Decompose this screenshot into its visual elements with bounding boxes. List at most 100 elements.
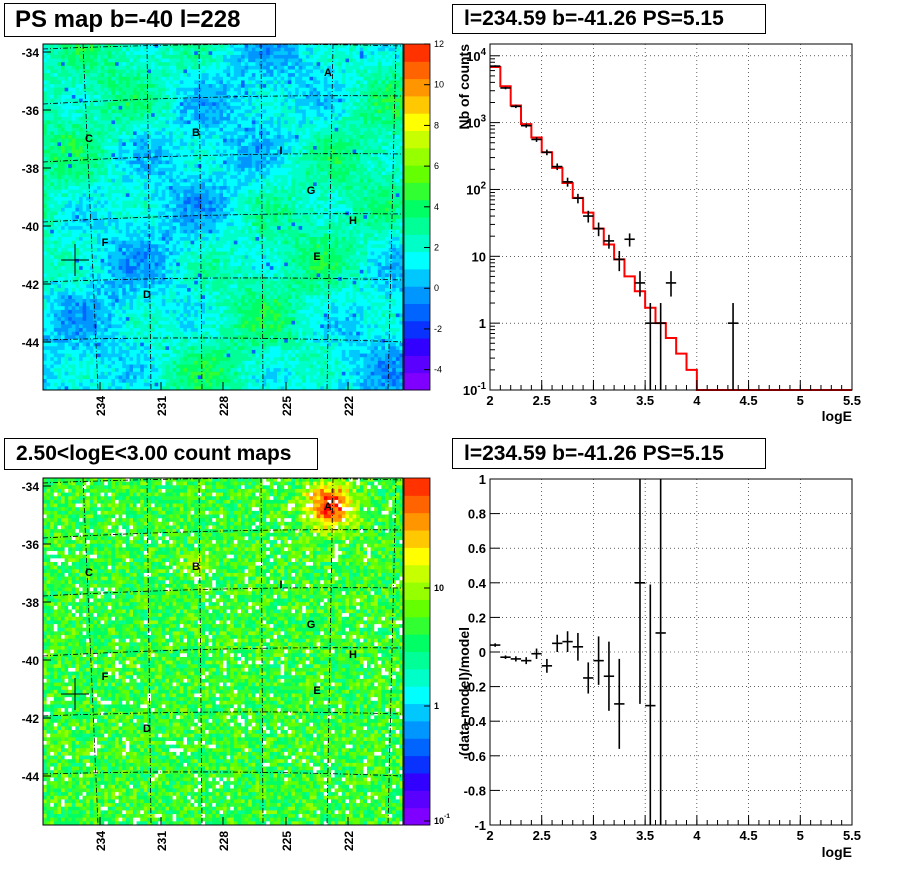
ps-coord-grid [42,43,404,391]
map-ytick-label: -34 [22,480,40,494]
data-point [541,149,553,156]
residual-point [531,648,542,659]
colorbar-tick-label: 12 [434,39,444,49]
data-point [562,177,573,187]
data-point [665,271,677,297]
source-label-F: F [102,237,109,249]
map-ytick-label: -44 [22,770,40,784]
data-point [500,86,511,90]
residual-ylabel: (data-model)/model [456,627,472,756]
residual-point [603,641,615,711]
map-ytick-label: -42 [22,278,40,292]
data-point [531,137,542,142]
count-map-title: 2.50<logE<3.00 count maps [4,438,318,470]
data-point [593,222,604,237]
map-ytick-label: -40 [22,654,40,668]
map-xtick-label: 234 [94,831,108,851]
residual-point [634,479,646,704]
ps-map-title: PS map b=-40 l=228 [4,3,276,37]
residual-xlabel: logE [822,844,852,860]
residual-ytick-label: -1 [474,818,486,833]
residual-ytick-label: -0.6 [464,749,486,764]
spectrum-ytick-label: 102 [466,180,486,197]
residual-ytick-label: 0.6 [468,541,486,556]
residual-xtick-label: 5.5 [843,828,861,843]
count-colorbar [403,477,431,826]
residual-ytick-label: 0.8 [468,507,486,522]
colorbar-tick-label: 0 [434,283,439,293]
data-point [510,104,522,109]
residual-xtick-label: 3.5 [636,828,654,843]
residual-point [490,643,501,647]
source-label-G: G [307,619,316,631]
map-xtick-label: 234 [94,396,108,416]
residual-xtick-label: 5 [797,828,804,843]
source-label-I: I [279,579,282,591]
data-point [583,210,594,223]
data-point [552,163,563,171]
residual-point [510,656,522,662]
colorbar-tick-label: 1 [434,701,439,711]
source-label-G: G [307,185,316,197]
map-ytick-label: -44 [22,336,40,350]
residual-xtick-label: 3 [590,828,597,843]
spectrum-ytick-label: 10 [472,249,486,264]
source-label-D: D [143,723,151,735]
map-xtick-label: 231 [155,831,169,851]
spectrum-xtick-label: 5 [797,393,804,408]
source-label-C: C [85,133,93,145]
source-label-A: A [324,501,332,513]
data-point [521,123,532,128]
map-ytick-label: -40 [22,220,40,234]
data-point [655,303,666,390]
colorbar-tick-label: 6 [434,161,439,171]
data-point [624,233,635,247]
residual-ytick-label: -0.2 [464,680,486,695]
residual-ytick-label: 0 [479,645,486,660]
data-point [614,251,625,272]
spectrum-frame [489,43,853,391]
spectrum-title: l=234.59 b=-41.26 PS=5.15 [452,4,766,34]
count-coord-grid [42,477,404,826]
colorbar-tick-label: -2 [434,324,442,334]
spectrum-xlabel: logE [822,408,852,424]
source-label-B: B [192,127,200,139]
source-label-B: B [192,561,200,573]
data-point [572,193,584,204]
residual-point [645,584,656,825]
map-xtick-label: 225 [280,831,294,851]
residual-xtick-label: 2 [486,828,493,843]
spectrum-xtick-label: 3 [590,393,597,408]
spectrum-ytick-label: 103 [466,114,486,131]
map-xtick-label: 231 [155,396,169,416]
residual-ytick-label: -0.8 [464,783,486,798]
map-ytick-label: -38 [22,162,40,176]
spectrum-xtick-label: 4.5 [740,393,758,408]
map-ytick-label: -36 [22,538,40,552]
colorbar-tick-label: 2 [434,243,439,253]
residual-point [593,636,604,685]
map-xtick-label: 222 [342,396,356,416]
source-label-H: H [349,215,357,227]
spectrum-ytick-label: 1 [479,316,486,331]
map-ytick-label: -38 [22,596,40,610]
ps-map [43,44,404,391]
residual-xtick-label: 2.5 [533,828,551,843]
colorbar-tick-label: 10-1 [434,813,450,826]
residual-ytick-label: -0.4 [464,714,487,729]
residual-point [552,634,563,652]
source-label-C: C [85,567,93,579]
residual-point [583,662,594,694]
source-label-F: F [102,671,109,683]
spectrum-ytick-label: 104 [466,47,486,64]
residual-point [614,658,625,749]
residual-title: l=234.59 b=-41.26 PS=5.15 [452,438,766,469]
source-label-E: E [313,251,320,263]
map-xtick-label: 222 [342,831,356,851]
residual-point [541,658,553,673]
spectrum-ytick-label: 10-1 [463,381,487,398]
colorbar-tick-label: 10 [434,80,444,90]
residual-point [562,631,573,652]
source-label-H: H [349,649,357,661]
colorbar-tick-label: 8 [434,120,439,130]
